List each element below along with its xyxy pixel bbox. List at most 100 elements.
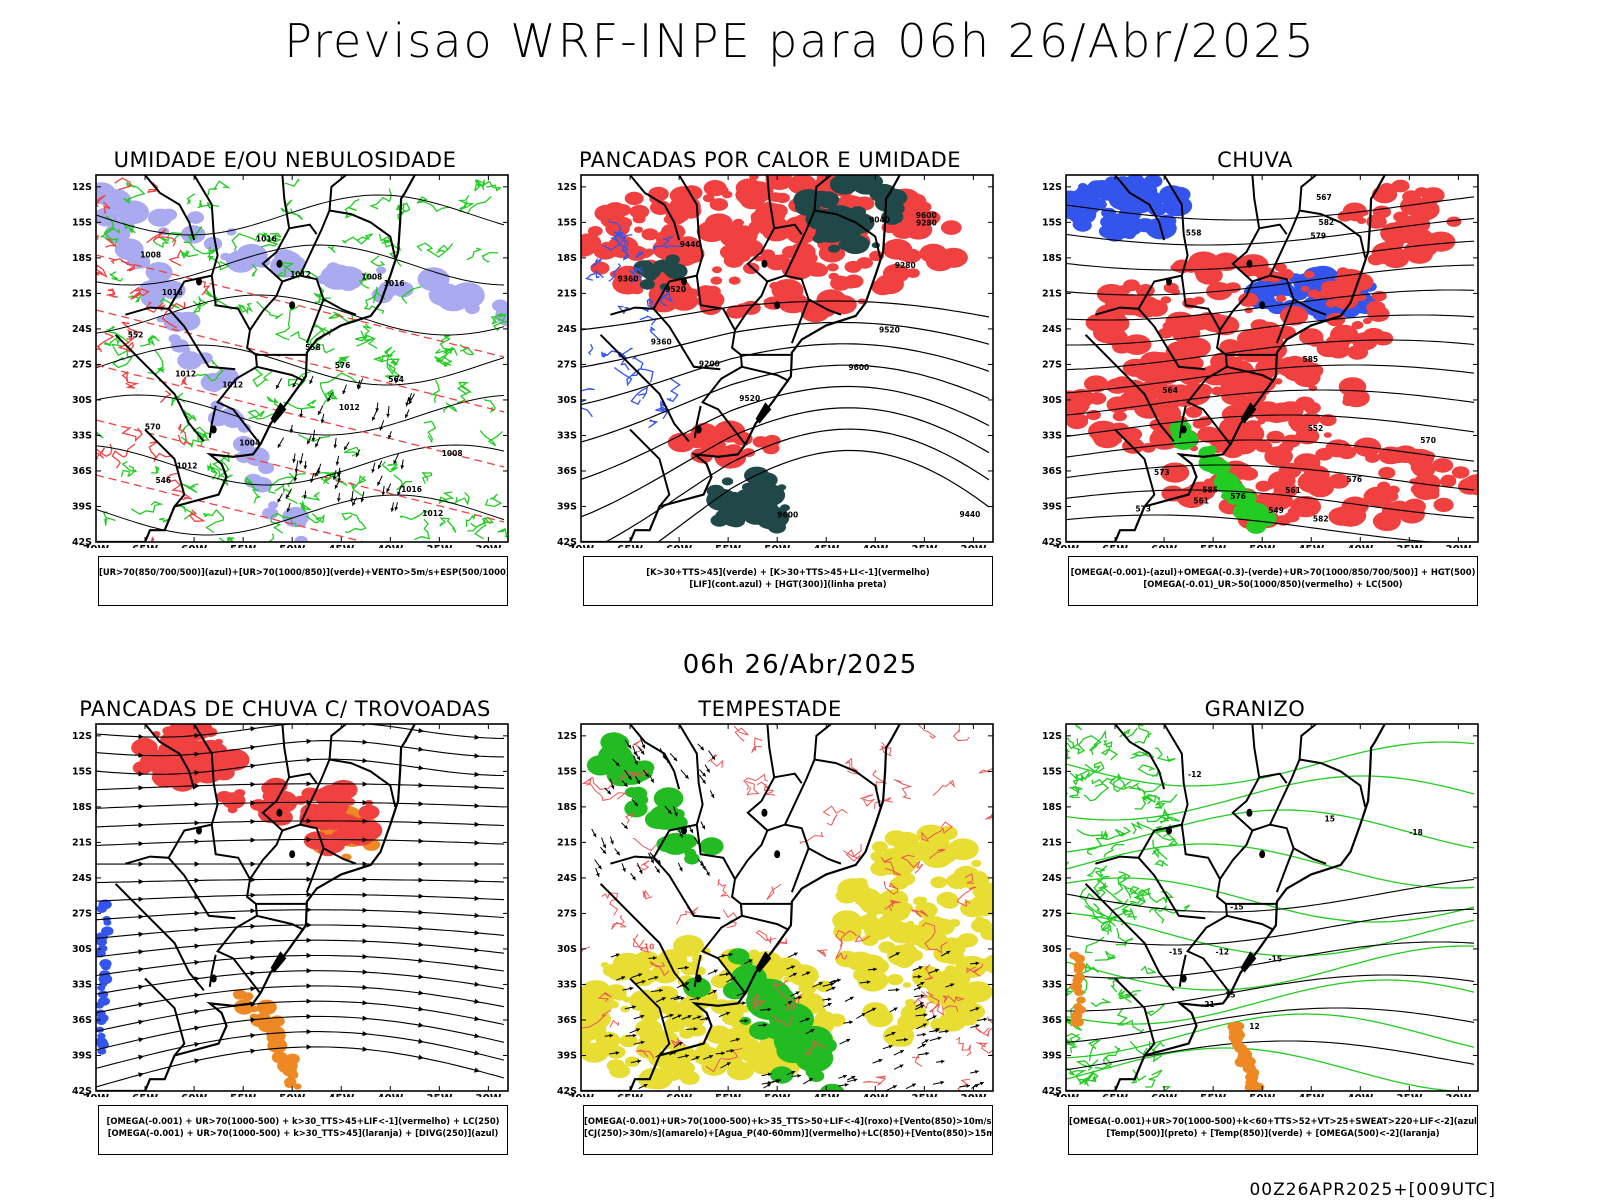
contour-label: 1008: [140, 251, 161, 260]
lon-tick-label: 70W: [568, 1093, 595, 1097]
lat-tick-label: 12S: [72, 731, 92, 742]
contour-label: 9040: [869, 215, 890, 224]
contour-label: 576: [335, 361, 351, 370]
lon-tick-label: 70W: [1053, 544, 1080, 548]
lon-tick-label: 60W: [1151, 1093, 1178, 1097]
lon-tick-label: 65W: [132, 544, 159, 548]
contour-label: 567: [1316, 193, 1332, 202]
legend-granizo: [OMEGA(-0.001)+UR>70(1000-500)+k<60+TTS>…: [1068, 1105, 1478, 1155]
map-borders: [581, 724, 901, 1091]
panel-title: PANCADAS DE CHUVA C/ TROVOADAS: [79, 697, 491, 721]
legend-line: [OMEGA(-0.001) + UR>70(1000-500) + k>30_…: [106, 1116, 500, 1126]
panel-title: GRANIZO: [1204, 697, 1306, 721]
lat-tick-label: 39S: [1042, 501, 1062, 512]
lat-tick-label: 36S: [1042, 466, 1062, 477]
page-title: Previsao WRF-INPE para 06h 26/Abr/2025: [284, 14, 1316, 68]
contour-label: 1016: [384, 279, 405, 288]
lon-tick-label: 40W: [377, 1093, 404, 1097]
lat-tick-label: 42S: [72, 537, 92, 548]
lon-tick-label: 55W: [230, 1093, 257, 1097]
lon-tick-label: 45W: [1298, 1093, 1325, 1097]
contour-label: 9360: [651, 338, 672, 347]
lat-tick-label: 39S: [557, 501, 577, 512]
lat-tick-label: 39S: [1042, 1050, 1062, 1061]
contour-label: 552: [1308, 424, 1324, 433]
lat-tick-label: 18S: [557, 253, 577, 264]
lat-tick-label: 30S: [72, 395, 92, 406]
lat-tick-label: 18S: [1042, 802, 1062, 813]
panel-title: PANCADAS POR CALOR E UMIDADE: [578, 148, 962, 172]
contour-label: 582: [1313, 515, 1329, 524]
lat-tick-label: 15S: [557, 217, 577, 228]
contour-label: 585: [1202, 486, 1218, 495]
contour-label: 549: [1268, 506, 1284, 515]
lon-tick-label: 30W: [1445, 1093, 1472, 1097]
lat-tick-label: 24S: [557, 873, 577, 884]
lat-tick-label: 33S: [72, 979, 92, 990]
contour-label: 9200: [699, 359, 720, 368]
lat-tick-label: 36S: [72, 1015, 92, 1026]
legend-line: [OMEGA(-0.01)_UR>50(1000/850)(vermelho) …: [1143, 579, 1403, 589]
lon-tick-label: 50W: [279, 1093, 306, 1097]
legend-chuva: [OMEGA(-0.001)-(azul)+OMEGA(-0.3)-(verde…: [1068, 556, 1478, 606]
lat-tick-label: 36S: [557, 466, 577, 477]
legend-line: [OMEGA(-0.001) + UR>70(1000-500) + k>30_…: [107, 1128, 499, 1138]
lon-tick-label: 30W: [1445, 544, 1472, 548]
map-pancadas-calor: 9600 9600 9600 9520 9520 9520 9440 9440 9360 9360…: [557, 174, 994, 548]
contour-label: 564: [1162, 386, 1178, 395]
lat-tick-label: 18S: [1042, 253, 1062, 264]
panel-pancadas-trovoadas: PANCADAS DE CHUVA C/ TROVOADAS 12S 15S 18S…: [50, 697, 520, 1177]
lat-tick-label: 24S: [1042, 324, 1062, 335]
lon-tick-label: 50W: [1249, 544, 1276, 548]
field-tempestade: 10 10: [581, 724, 993, 1091]
legend-line: [Temp(500)](preto) + [Temp(850)](verde) …: [1106, 1128, 1440, 1138]
lon-tick-label: 55W: [1200, 544, 1227, 548]
lat-tick-label: 30S: [1042, 395, 1062, 406]
lat-tick-label: 30S: [72, 944, 92, 955]
contour-label: 561: [1193, 497, 1209, 506]
lat-tick-label: 36S: [72, 466, 92, 477]
lat-tick-label: 42S: [72, 1086, 92, 1097]
contour-label: 9520: [879, 326, 900, 335]
panel-title: CHUVA: [1217, 148, 1293, 172]
legend-line: [K>30+TTS>45](verde) + [K>30+TTS>45+LI<-…: [646, 567, 930, 577]
contour-label: 9360: [618, 275, 639, 284]
field-pancadas-calor: 9600 9600 9600 9520 9520 9520 9440 9440 9360 9360…: [581, 175, 990, 542]
contour-label: 9280: [895, 261, 916, 270]
lat-tick-label: 18S: [72, 253, 92, 264]
lat-tick-label: 42S: [557, 537, 577, 548]
contour-label: 9600: [916, 211, 937, 220]
lon-tick-label: 60W: [1151, 544, 1178, 548]
lon-tick-label: 55W: [715, 1093, 742, 1097]
lat-tick-label: 24S: [1042, 873, 1062, 884]
map-granizo: -12-12-15-15-15-18-2115151212S15S18S21S2…: [1042, 723, 1479, 1097]
contour-label: 1016: [256, 234, 277, 243]
map-borders: [1066, 175, 1386, 542]
contour-label: 15: [1325, 815, 1335, 824]
map-axes: 12S 15S 18S 21S 24S 27S 30S 33S 36S 39S 42S70W 65W 6…: [72, 174, 509, 548]
lon-tick-label: 55W: [230, 544, 257, 548]
lat-tick-label: 39S: [72, 1050, 92, 1061]
contour-label: 1016: [162, 288, 183, 297]
lat-tick-label: 27S: [1042, 359, 1062, 370]
lat-tick-label: 27S: [557, 359, 577, 370]
legend-line: [LIF](cont.azul) + [HGT(300)](linha pret…: [689, 579, 887, 589]
contour-label: 1012: [339, 403, 360, 412]
lon-tick-label: 40W: [862, 1093, 889, 1097]
contour-label: 552: [128, 331, 144, 340]
lat-tick-label: 12S: [557, 731, 577, 742]
lon-tick-label: 45W: [328, 1093, 355, 1097]
panel-umidade: UMIDADE E/OU NEBULOSIDADE 1012 1012 1012 10…: [50, 148, 520, 628]
contour-label: -15: [1169, 948, 1183, 957]
lon-tick-label: 60W: [666, 544, 693, 548]
map-borders: [96, 724, 416, 1091]
lon-tick-label: 35W: [911, 544, 938, 548]
contour-label: 9600: [777, 511, 798, 520]
lon-tick-label: 30W: [475, 544, 502, 548]
panel-title: TEMPESTADE: [698, 697, 842, 721]
lon-tick-label: 40W: [862, 544, 889, 548]
contour-label: 9600: [848, 363, 869, 372]
map-axes: 12S 15S 18S 21S 24S 27S 30S 33S 36S 39S 42S70W 65W 6…: [557, 174, 994, 548]
lat-tick-label: 15S: [557, 766, 577, 777]
